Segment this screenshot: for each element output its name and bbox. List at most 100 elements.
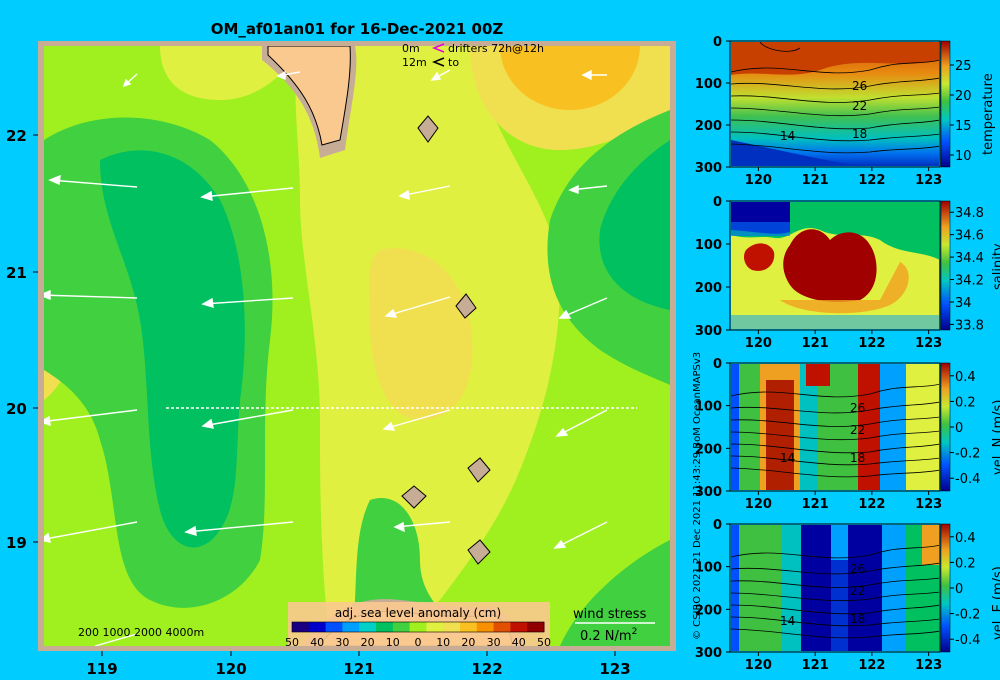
- colorbar-tick-label: 0: [955, 582, 963, 597]
- wind-stress-scale: 0.2 N/m2: [580, 627, 637, 644]
- section-y-tick-label: 200: [695, 603, 722, 618]
- vel-e-west-cyan: [781, 525, 801, 651]
- island-calayan: [401, 485, 427, 509]
- wind-arrow: [430, 69, 451, 81]
- temperature-contours: [731, 42, 939, 154]
- wind-arrow: [200, 187, 294, 201]
- sla-colorbar-tick-label: 20: [361, 636, 375, 649]
- sla-contour-15cm-c: [369, 248, 473, 420]
- section-x-tick-label: 123: [915, 173, 942, 188]
- vel-e-contour-label: 26: [850, 562, 865, 576]
- map-x-tick-label: 120: [215, 660, 246, 678]
- section-y-tick-label: 0: [713, 195, 722, 210]
- vel-n-mid-pos: [806, 364, 830, 386]
- sla-colorbar-cell: [342, 622, 360, 632]
- temperature-contour-label: 18: [852, 127, 867, 141]
- wind-arrow: [276, 70, 301, 81]
- vel-e-colorbar: [940, 523, 951, 653]
- vel-n-colorbar: [940, 362, 951, 492]
- drifter-0m-icon: [431, 43, 445, 53]
- vel-n-contour-label: 14: [780, 451, 795, 465]
- section-y-tick-label: 0: [713, 518, 722, 533]
- temperature-contour-label: 26: [852, 79, 867, 93]
- sla-contour-0cm-e: [599, 140, 670, 310]
- section-x-tick-label: 121: [802, 658, 829, 673]
- island-orchid: [417, 115, 439, 143]
- temperature-colorbar: [940, 40, 951, 168]
- sla-colorbar-cell: [527, 622, 545, 632]
- sla-colorbar-outline: [291, 621, 545, 633]
- section-x-tick-label: 122: [858, 497, 885, 512]
- wind-stress-title: wind stress: [573, 607, 647, 622]
- temperature-cold-patch: [731, 140, 860, 166]
- sla-colorbar-cell: [359, 622, 377, 632]
- bathymetry-legend: 200 1000 2000 4000m: [78, 626, 204, 639]
- sla-colorbar-cell: [510, 622, 528, 632]
- wind-arrow: [568, 184, 608, 195]
- map-y-tick-label: 20: [6, 400, 27, 418]
- temperature-colorbar-label: temperature: [981, 73, 996, 155]
- legend-to: to: [448, 56, 459, 69]
- credit-text: © CSIRO 2021 21 Dec 2021 11:43:29 BoM Oc…: [692, 352, 703, 640]
- wind-arrow: [44, 521, 138, 543]
- sla-colorbar-cell: [308, 622, 327, 632]
- map-panel: 119 120 121 122 123 22 21 20 19 OM_af01a…: [6, 20, 703, 678]
- vel-n-contour-label: 26: [850, 401, 865, 415]
- sla-contour-20cm-ne: [500, 46, 640, 110]
- section-y-tick-label: 100: [695, 561, 722, 576]
- section-x-tick-label: 120: [745, 497, 772, 512]
- sla-colorbar-tick-label: 0: [415, 636, 422, 649]
- legend-12m: 12m: [402, 56, 427, 69]
- sla-colorbar-cell: [325, 622, 343, 632]
- vel-n-far-west: [731, 364, 739, 490]
- map-y-tick-label: 21: [6, 264, 27, 282]
- figure-title: OM_af01an01 for 16-Dec-2021 00Z: [211, 20, 504, 38]
- section-x-tick-label: 123: [915, 336, 942, 351]
- section-y-tick-label: 100: [695, 238, 722, 253]
- wind-arrow: [94, 633, 138, 646]
- salinity-bottom-blue: [731, 315, 939, 329]
- section-x-tick-label: 122: [858, 173, 885, 188]
- section-y-tick-label: 0: [713, 357, 722, 372]
- colorbar-tick-label: 33.8: [955, 318, 984, 333]
- section-y-tick-label: 200: [695, 119, 722, 134]
- salinity-fresh-mid: [731, 222, 790, 236]
- section-y-tick-label: 200: [695, 281, 722, 296]
- section-x-tick-label: 120: [745, 173, 772, 188]
- section-x-tick-label: 120: [745, 336, 772, 351]
- map-x-ticks: [101, 651, 616, 656]
- wind-arrow: [382, 409, 451, 431]
- vel-e-contour-label: 14: [780, 614, 795, 628]
- salinity-panel: salinity: [729, 200, 1000, 331]
- wind-arrow: [44, 289, 138, 301]
- colorbar-tick-label: 15: [955, 119, 972, 134]
- wind-arrow: [184, 521, 294, 536]
- section-y-tick-label: 300: [695, 485, 722, 500]
- wind-arrow: [44, 409, 138, 426]
- section-x-tick-label: 121: [802, 497, 829, 512]
- vel-e-west-neg: [731, 525, 739, 651]
- colorbar-tick-label: 34.2: [955, 274, 984, 289]
- sla-contour-0cm-w: [100, 150, 245, 548]
- colorbar-tick-label: -0.4: [955, 633, 980, 648]
- vel-n-colorbar-label: vel. N (m/s): [991, 400, 1000, 475]
- section-y-tick-label: 300: [695, 646, 722, 661]
- colorbar-tick-label: 0.4: [955, 370, 976, 385]
- sla-colorbar-tick-label: 40: [512, 636, 526, 649]
- vel-e-contour-label: 22: [850, 584, 865, 598]
- colorbar-tick-label: -0.2: [955, 608, 980, 623]
- temperature-contour-label: 14: [780, 129, 795, 143]
- island-babuyan: [467, 457, 491, 483]
- vel-e-panel: 26 22 18 14 vel. E (m/s): [729, 523, 1000, 653]
- sla-colorbar-tick-label: 20: [461, 636, 475, 649]
- map-x-tick-label: 122: [471, 660, 502, 678]
- section-x-tick-label: 123: [915, 658, 942, 673]
- temperature-frame: [729, 40, 941, 168]
- sla-colorbar-cell: [392, 622, 411, 632]
- legend-drifters: drifters 72h@12h: [448, 42, 544, 55]
- wind-arrow: [398, 185, 451, 201]
- vel-e-east-pos: [922, 525, 939, 565]
- salinity-frame: [729, 200, 941, 331]
- vel-n-panel: 26 22 18 14 vel. N (m/s): [729, 362, 1000, 492]
